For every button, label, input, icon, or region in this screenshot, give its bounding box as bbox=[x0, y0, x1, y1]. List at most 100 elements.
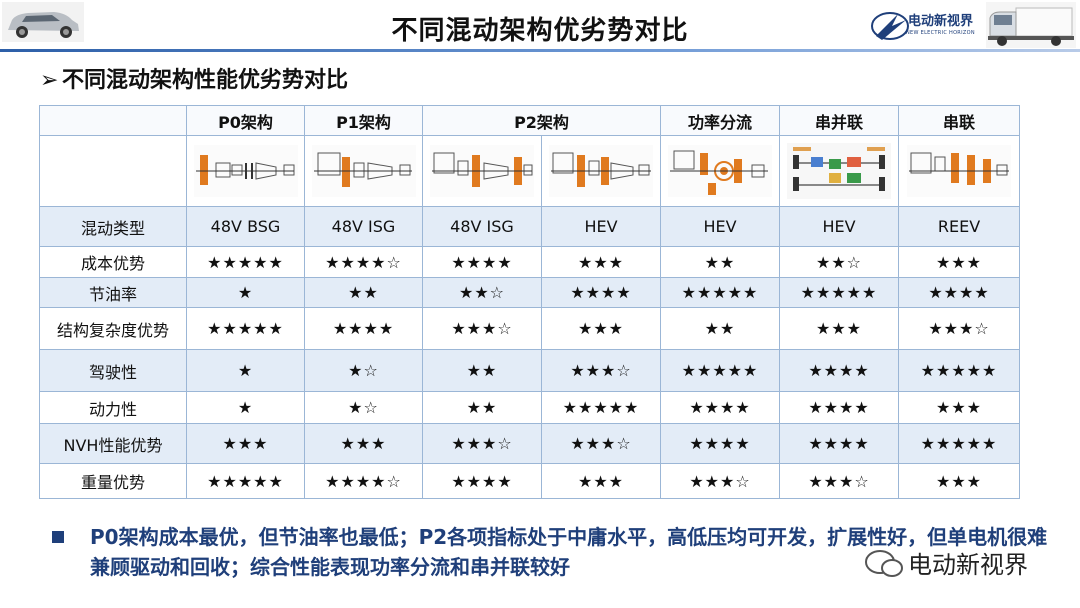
rating-row: 驾驶性 ★ ★☆ ★★ ★★★☆ ★★★★★ ★★★★ ★★★★★ bbox=[39, 349, 1020, 392]
brand-logo-cn: 电动新视界 bbox=[908, 14, 974, 29]
header-divider bbox=[0, 49, 1080, 52]
rating-cell: ★★★★★ bbox=[186, 246, 305, 278]
series-parallel-diagram bbox=[787, 143, 891, 199]
rating-cell: ★★★★ bbox=[304, 307, 423, 350]
p0-architecture-diagram bbox=[193, 145, 298, 197]
rating-row: 节油率 ★ ★★ ★★☆ ★★★★ ★★★★★ ★★★★★ ★★★★ bbox=[39, 277, 1020, 308]
p2-48v-architecture-diagram bbox=[430, 145, 534, 197]
rating-cell: ★★★☆ bbox=[422, 307, 542, 350]
rating-cell: ★★★★ bbox=[422, 463, 542, 499]
diagram-cell bbox=[660, 135, 780, 207]
row-label: 结构复杂度优势 bbox=[39, 307, 187, 350]
brand-logo-en: NEW ELECTRIC HORIZON bbox=[906, 30, 975, 36]
rating-cell: ★★★ bbox=[304, 423, 423, 464]
rating-cell: ★★☆ bbox=[779, 246, 899, 278]
power-split-diagram bbox=[668, 145, 772, 197]
rating-cell: ★★★ bbox=[541, 246, 661, 278]
rating-cell: ★★★ bbox=[779, 307, 899, 350]
series-architecture-diagram bbox=[907, 145, 1011, 197]
rating-cell: ★★★★☆ bbox=[304, 463, 423, 499]
rating-cell: ★★ bbox=[304, 277, 423, 308]
col-header-p2: P2架构 bbox=[422, 105, 661, 136]
rating-cell: ★★★ bbox=[541, 463, 661, 499]
rating-cell: ★★★★★ bbox=[779, 277, 899, 308]
rating-cell: ★★★★ bbox=[660, 423, 780, 464]
rating-cell: ★★★ bbox=[898, 391, 1020, 424]
type-row: 混动类型 48V BSG 48V ISG 48V ISG HEV HEV HEV… bbox=[39, 206, 1020, 247]
rating-cell: ★★ bbox=[660, 246, 780, 278]
p2-hev-architecture-diagram bbox=[549, 145, 653, 197]
rating-row: NVH性能优势 ★★★ ★★★ ★★★☆ ★★★☆ ★★★★ ★★★★ ★★★★… bbox=[39, 423, 1020, 464]
rating-cell: ★★★ bbox=[898, 463, 1020, 499]
p1-architecture-diagram bbox=[311, 145, 416, 197]
rating-cell: ★★★☆ bbox=[898, 307, 1020, 350]
rating-cell: ★★★★ bbox=[779, 391, 899, 424]
row-label: 驾驶性 bbox=[39, 349, 187, 392]
rating-cell: ★★★★★ bbox=[898, 423, 1020, 464]
rating-cell: ★★★☆ bbox=[422, 423, 542, 464]
diagram-label-cell bbox=[39, 135, 187, 207]
rating-cell: ★★★★★ bbox=[186, 463, 305, 499]
rating-cell: ★★★☆ bbox=[779, 463, 899, 499]
rating-cell: ★★ bbox=[422, 349, 542, 392]
diagram-cell bbox=[541, 135, 661, 207]
rating-row: 重量优势 ★★★★★ ★★★★☆ ★★★★ ★★★ ★★★☆ ★★★☆ ★★★ bbox=[39, 463, 1020, 499]
rating-cell: ★ bbox=[186, 391, 305, 424]
truck-image bbox=[986, 2, 1076, 48]
rating-row: 成本优势 ★★★★★ ★★★★☆ ★★★★ ★★★ ★★ ★★☆ ★★★ bbox=[39, 246, 1020, 278]
conclusion-text: P0架构成本最优，但节油率也最低；P2各项指标处于中庸水平，高低压均可开发，扩展… bbox=[90, 525, 1048, 579]
row-label: 混动类型 bbox=[39, 206, 187, 247]
conclusion-block: P0架构成本最优，但节油率也最低；P2各项指标处于中庸水平，高低压均可开发，扩展… bbox=[52, 522, 1050, 582]
row-label: NVH性能优势 bbox=[39, 423, 187, 464]
row-label: 成本优势 bbox=[39, 246, 187, 278]
section-heading: ➢ 不同混动架构性能优劣势对比 bbox=[40, 68, 349, 93]
diagram-cell bbox=[898, 135, 1020, 207]
rating-cell: ★☆ bbox=[304, 349, 423, 392]
type-cell: HEV bbox=[541, 206, 661, 247]
row-label: 重量优势 bbox=[39, 463, 187, 499]
slide-title: 不同混动架构优劣势对比 bbox=[391, 16, 689, 46]
rating-cell: ★★★★★ bbox=[660, 349, 780, 392]
rating-cell: ★★☆ bbox=[422, 277, 542, 308]
rating-cell: ★★★★★ bbox=[898, 349, 1020, 392]
rating-cell: ★★★★ bbox=[422, 246, 542, 278]
rating-cell: ★☆ bbox=[304, 391, 423, 424]
comparison-table: P0架构 P1架构 P2架构 功率分流 串并联 串联 混动类型 48V BSG … bbox=[39, 105, 1020, 499]
suv-car-image bbox=[2, 2, 84, 42]
slide-header: 不同混动架构优劣势对比 电动新视界 NEW ELECTRIC HORIZON bbox=[0, 0, 1080, 52]
row-label: 节油率 bbox=[39, 277, 187, 308]
header-row: P0架构 P1架构 P2架构 功率分流 串并联 串联 bbox=[39, 105, 1020, 136]
col-header-p0: P0架构 bbox=[186, 105, 305, 136]
arrow-bullet-icon: ➢ bbox=[40, 68, 59, 93]
type-cell: 48V BSG bbox=[186, 206, 305, 247]
rating-cell: ★★★☆ bbox=[660, 463, 780, 499]
diagram-cell bbox=[422, 135, 542, 207]
rating-cell: ★★★★ bbox=[779, 423, 899, 464]
col-header-power-split: 功率分流 bbox=[660, 105, 780, 136]
rating-cell: ★ bbox=[186, 277, 305, 308]
rating-cell: ★★★ bbox=[898, 246, 1020, 278]
rating-row: 动力性 ★ ★☆ ★★ ★★★★★ ★★★★ ★★★★ ★★★ bbox=[39, 391, 1020, 424]
row-label: 动力性 bbox=[39, 391, 187, 424]
rating-cell: ★★★★☆ bbox=[304, 246, 423, 278]
rating-cell: ★★★ bbox=[541, 307, 661, 350]
rating-cell: ★★★★★ bbox=[186, 307, 305, 350]
col-header-series: 串联 bbox=[898, 105, 1020, 136]
rating-cell: ★★★ bbox=[186, 423, 305, 464]
diagram-cell bbox=[304, 135, 423, 207]
rating-cell: ★★★★ bbox=[898, 277, 1020, 308]
type-cell: HEV bbox=[779, 206, 899, 247]
corner-cell bbox=[39, 105, 187, 136]
square-bullet-icon bbox=[52, 531, 64, 543]
rating-cell: ★★★☆ bbox=[541, 349, 661, 392]
rating-cell: ★★ bbox=[660, 307, 780, 350]
rating-cell: ★★★★ bbox=[660, 391, 780, 424]
rating-row: 结构复杂度优势 ★★★★★ ★★★★ ★★★☆ ★★★ ★★ ★★★ ★★★☆ bbox=[39, 307, 1020, 350]
type-cell: HEV bbox=[660, 206, 780, 247]
col-header-p1: P1架构 bbox=[304, 105, 423, 136]
diagram-row bbox=[39, 135, 1020, 207]
rating-cell: ★★★★ bbox=[541, 277, 661, 308]
diagram-cell bbox=[186, 135, 305, 207]
watermark-text: 电动新视界 bbox=[908, 551, 1028, 579]
type-cell: 48V ISG bbox=[422, 206, 542, 247]
